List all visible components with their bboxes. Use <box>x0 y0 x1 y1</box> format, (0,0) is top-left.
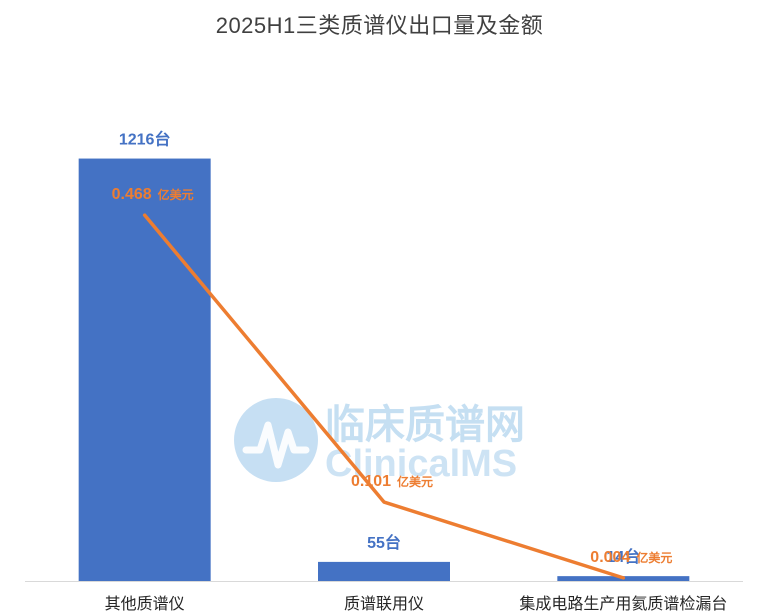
bar-1 <box>318 561 450 581</box>
x-tick-label: 质谱联用仪 <box>344 595 424 613</box>
bar-value-label: 55台 <box>367 533 401 552</box>
watermark-text-cn: 临床质谱网 <box>325 403 525 447</box>
x-tick-label: 其他质谱仪 <box>105 595 185 613</box>
bar-0 <box>78 158 211 581</box>
watermark-text-en: ClinicalMS <box>325 443 517 485</box>
line-value-label: 0.468 亿美元 <box>112 186 194 203</box>
line-series <box>142 213 626 580</box>
bar-value-label: 14台 <box>606 547 640 566</box>
bars-layer <box>78 158 690 581</box>
line-point <box>143 213 147 217</box>
labels-layer: 1216台 55台 14台 0.468 亿美元 0.101 亿美元 0.004 亿美元 <box>112 130 673 567</box>
line-point <box>382 500 386 504</box>
x-tick-label: 集成电路生产用氦质谱检漏台 <box>519 595 727 613</box>
x-axis: 其他质谱仪 质谱联用仪 集成电路生产用氦质谱检漏台 <box>25 581 743 613</box>
line-point <box>621 576 625 580</box>
line-value-label: 0.101 亿美元 <box>351 473 433 490</box>
bar-value-label: 1216台 <box>119 130 171 149</box>
watermark-logo-icon <box>234 398 318 482</box>
line-value-label: 0.004 亿美元 <box>590 549 672 566</box>
line-layer <box>142 213 626 580</box>
chart-title: 2025H1三类质谱仪出口量及金额 <box>215 13 544 38</box>
